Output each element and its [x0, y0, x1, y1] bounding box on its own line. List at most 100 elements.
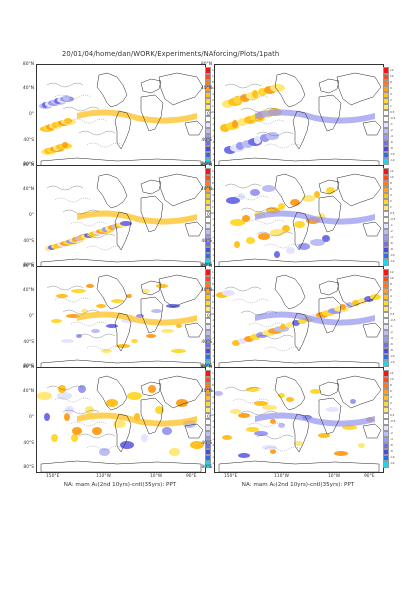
tropical-anomaly-band	[77, 311, 197, 326]
colorbar-swatch	[383, 210, 389, 218]
lat-tick-label: 40°S	[201, 441, 212, 446]
colorbar-label: 1	[212, 407, 214, 411]
colorbar-label: -4	[212, 134, 215, 138]
colorbar-label: 10	[390, 74, 394, 78]
colorbar	[383, 168, 389, 266]
anomaly-patch	[141, 434, 148, 442]
tropical-anomaly-band	[255, 109, 375, 124]
colorbar-swatch	[205, 180, 211, 188]
tropical-anomaly-band	[77, 412, 197, 427]
anomaly-patch	[131, 339, 138, 343]
anomaly-patch	[270, 84, 285, 92]
contour-line	[70, 421, 108, 427]
anomaly-patch	[334, 451, 348, 456]
colorbar-label: -0.5	[390, 318, 396, 322]
colorbar-label: -8	[212, 247, 215, 251]
colorbar-swatch	[383, 400, 389, 408]
colorbar-label: 0.5	[390, 413, 395, 417]
anomaly-patch	[155, 406, 164, 414]
colorbar-swatch	[205, 168, 211, 176]
colorbar-swatch	[205, 382, 211, 390]
colorbar-swatch	[205, 287, 211, 295]
colorbar-label: -6	[390, 342, 393, 346]
anomaly-patch	[61, 339, 74, 343]
lat-tick-label: 40°S	[201, 340, 212, 345]
anomaly-patch	[326, 407, 339, 412]
coastline	[318, 195, 342, 233]
anomaly-patch	[63, 95, 70, 101]
colorbar-label: 6	[212, 288, 214, 292]
anomaly-patch	[126, 294, 132, 298]
anomaly-patch	[282, 225, 290, 232]
tropical-anomaly-band	[255, 210, 375, 225]
map-field	[218, 173, 382, 270]
anomaly-patch	[101, 349, 112, 353]
colorbar-swatch	[205, 109, 211, 117]
coastline	[96, 72, 128, 108]
anomaly-patch	[358, 443, 365, 448]
anomaly-patch	[252, 90, 258, 98]
colorbar-swatch	[383, 79, 389, 87]
map-field	[40, 173, 204, 270]
colorbar-swatch	[383, 151, 389, 159]
colorbar-swatch	[205, 210, 211, 218]
coastline	[292, 413, 310, 453]
coastline	[274, 375, 306, 411]
colorbar-swatch	[205, 448, 211, 456]
coastline	[140, 296, 164, 334]
colorbar-label: -4	[212, 336, 215, 340]
anomaly-patch	[238, 413, 250, 418]
contour-line	[46, 185, 84, 191]
coastline	[318, 397, 342, 435]
coastline	[318, 296, 342, 334]
colorbar-swatch	[383, 73, 389, 81]
anomaly-patch	[322, 235, 330, 242]
colorbar-swatch	[383, 418, 389, 426]
lat-tick-label: 80°S	[201, 162, 212, 167]
coastline	[40, 258, 202, 270]
anomaly-patch	[72, 427, 82, 435]
anomaly-patch	[141, 289, 150, 293]
anomaly-patch	[230, 219, 245, 226]
contour-line	[256, 334, 294, 340]
colorbar-label: -2	[390, 128, 393, 132]
lat-tick-label: 40°S	[23, 441, 34, 446]
colorbar	[205, 168, 211, 266]
colorbar-label: 4	[390, 294, 392, 298]
coastline	[318, 94, 342, 132]
colorbar-swatch	[383, 234, 389, 242]
anomaly-patch	[286, 322, 293, 328]
contour-line	[248, 322, 286, 328]
colorbar-label: 4	[212, 294, 214, 298]
anomaly-patch	[340, 304, 346, 310]
anomaly-patch	[148, 385, 156, 393]
anomaly-patch	[91, 329, 100, 333]
lat-tick-label: 0°	[29, 112, 34, 117]
colorbar-label: 12	[390, 270, 394, 274]
colorbar-swatch	[205, 151, 211, 159]
colorbar-swatch	[383, 382, 389, 390]
anomaly-patch	[280, 324, 286, 330]
coastline	[184, 221, 204, 237]
colorbar-swatch	[383, 198, 389, 206]
colorbar-label: -8	[212, 449, 215, 453]
colorbar-label: -1	[390, 223, 393, 227]
colorbar-label: 4	[212, 92, 214, 96]
colorbar-swatch	[205, 341, 211, 349]
colorbar-label: -0.5	[390, 217, 396, 221]
anomaly-patch	[51, 319, 62, 323]
contour-line	[78, 233, 116, 239]
coastline	[140, 381, 162, 397]
colorbar-swatch	[383, 341, 389, 349]
contour-line	[86, 345, 124, 351]
lat-tick-label: 0°	[207, 112, 212, 117]
colorbar-label: 6	[390, 288, 392, 292]
colorbar-swatch	[205, 121, 211, 129]
colorbar-swatch	[383, 430, 389, 438]
contour-line	[78, 130, 116, 136]
coastline	[96, 274, 128, 310]
colorbar-swatch	[383, 216, 389, 224]
anomaly-patch	[286, 247, 295, 254]
lat-tick-label: 80°S	[201, 263, 212, 268]
anomaly-patch	[56, 294, 68, 298]
